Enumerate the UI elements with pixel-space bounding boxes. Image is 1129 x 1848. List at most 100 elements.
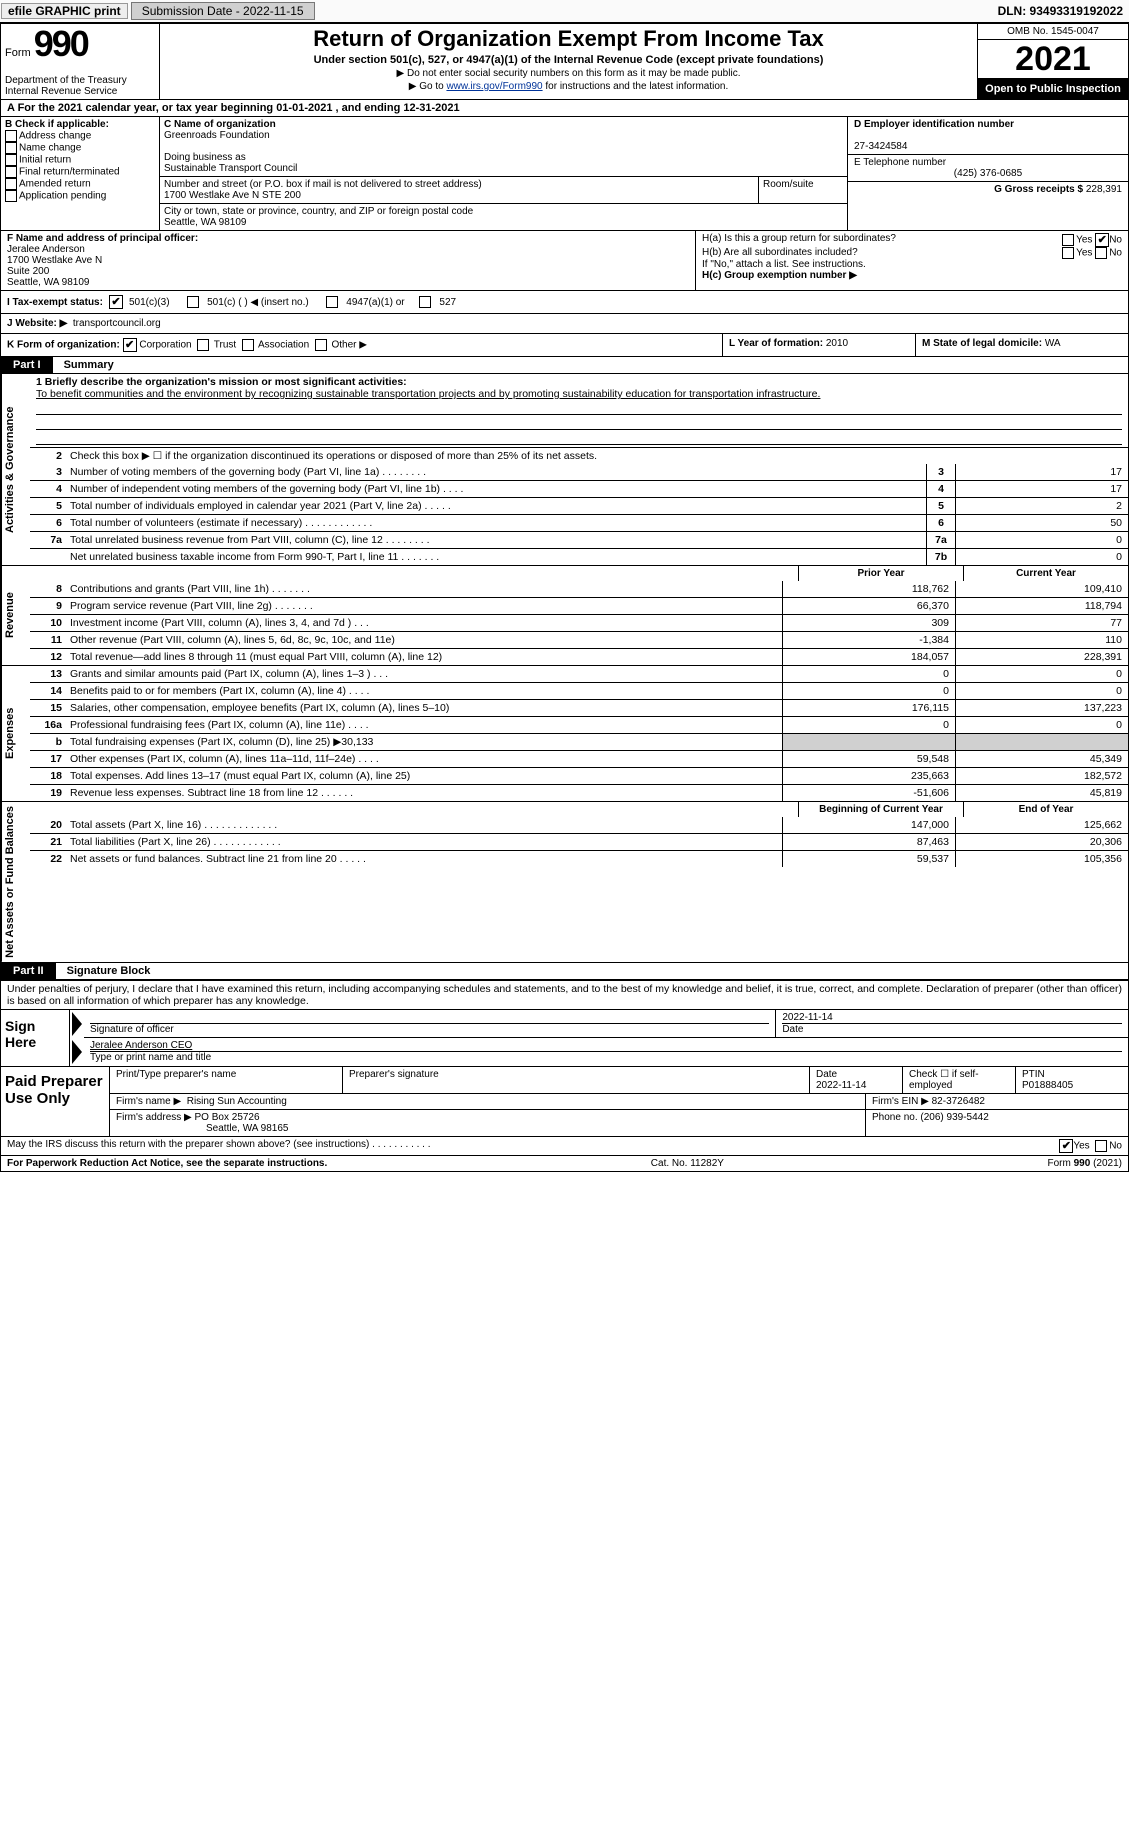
form-header: Form 990 Department of the Treasury Inte… — [1, 24, 1128, 100]
hb-no[interactable] — [1095, 247, 1107, 259]
line-num: 17 — [30, 751, 66, 767]
ha-yes[interactable] — [1062, 234, 1074, 246]
chk-address-change[interactable] — [5, 130, 17, 142]
b-label: B Check if applicable: — [5, 119, 155, 130]
prior-year-value: 66,370 — [782, 598, 955, 614]
row-j-website: J Website: ▶ transportcouncil.org — [1, 314, 1128, 334]
line-text: Net assets or fund balances. Subtract li… — [66, 851, 782, 867]
summary-row: 14Benefits paid to or for members (Part … — [30, 682, 1128, 699]
current-year-value: 0 — [955, 717, 1128, 733]
row-klm: K Form of organization: ✔ Corporation Tr… — [1, 334, 1128, 357]
chk-trust[interactable] — [197, 339, 209, 351]
vlabel-expenses: Expenses — [1, 666, 30, 801]
line-box: 4 — [926, 481, 955, 497]
end-year-header: End of Year — [963, 802, 1128, 817]
current-year-value: 109,410 — [955, 581, 1128, 597]
discuss-yes-checked[interactable]: ✔ — [1059, 1139, 1073, 1153]
chk-501c3-checked[interactable]: ✔ — [109, 295, 123, 309]
omb-number: OMB No. 1545-0047 — [978, 24, 1128, 40]
hb-yes[interactable] — [1062, 247, 1074, 259]
b-item-3: Final return/terminated — [19, 167, 120, 178]
chk-initial-return[interactable] — [5, 154, 17, 166]
discuss-no[interactable] — [1095, 1140, 1107, 1152]
open-to-public: Open to Public Inspection — [978, 79, 1128, 99]
current-year-value: 118,794 — [955, 598, 1128, 614]
b-item-4: Amended return — [19, 179, 91, 190]
firm-name-label: Firm's name ▶ — [116, 1096, 181, 1107]
line-value: 17 — [955, 464, 1128, 480]
submission-date-button[interactable]: Submission Date - 2022-11-15 — [131, 2, 315, 20]
line-text: Other revenue (Part VIII, column (A), li… — [66, 632, 782, 648]
vlabel-revenue: Revenue — [1, 566, 30, 665]
part-1-label: Part I — [1, 357, 53, 373]
arrow-icon-2 — [72, 1040, 82, 1064]
l-label: L Year of formation: — [729, 338, 823, 349]
chk-527[interactable] — [419, 296, 431, 308]
chk-application-pending[interactable] — [5, 190, 17, 202]
h-note: If "No," attach a list. See instructions… — [702, 259, 1122, 270]
summary-row: 21Total liabilities (Part X, line 26) . … — [30, 833, 1128, 850]
officer-addr1: 1700 Westlake Ave N — [7, 255, 689, 266]
chk-501c[interactable] — [187, 296, 199, 308]
prior-year-value — [782, 734, 955, 750]
k-label: K Form of organization: — [7, 340, 120, 351]
prior-year-value: 0 — [782, 666, 955, 682]
preparer-name-header: Print/Type preparer's name — [110, 1067, 343, 1093]
opt-501c3: 501(c)(3) — [129, 297, 170, 308]
firm-ein-value: 82-3726482 — [932, 1096, 985, 1107]
chk-amended-return[interactable] — [5, 178, 17, 190]
addr-value: 1700 Westlake Ave N STE 200 — [164, 190, 754, 201]
f-label: F Name and address of principal officer: — [7, 233, 689, 244]
prior-year-value: 87,463 — [782, 834, 955, 850]
ha-no-checked[interactable]: ✔ — [1095, 233, 1109, 247]
chk-final-return[interactable] — [5, 166, 17, 178]
g-label: G Gross receipts $ — [994, 184, 1083, 195]
line-text: Revenue less expenses. Subtract line 18 … — [66, 785, 782, 801]
dln-label: DLN: 93493319192022 — [998, 4, 1129, 18]
section-b-checkboxes: B Check if applicable: Address change Na… — [1, 117, 160, 230]
line-text: Number of voting members of the governin… — [66, 464, 926, 480]
line-box: 7a — [926, 532, 955, 548]
current-year-value: 110 — [955, 632, 1128, 648]
summary-row: 6Total number of volunteers (estimate if… — [30, 514, 1128, 531]
chk-4947[interactable] — [326, 296, 338, 308]
form-note-2: ▶ Go to www.irs.gov/Form990 for instruct… — [164, 81, 973, 92]
blank-header-cell-2 — [30, 802, 798, 817]
current-year-value: 20,306 — [955, 834, 1128, 850]
summary-row: 7aTotal unrelated business revenue from … — [30, 531, 1128, 548]
chk-association[interactable] — [242, 339, 254, 351]
chk-name-change[interactable] — [5, 142, 17, 154]
current-year-header: Current Year — [963, 566, 1128, 581]
form-container: Form 990 Department of the Treasury Inte… — [0, 23, 1129, 1172]
line-num: 18 — [30, 768, 66, 784]
line-num: 4 — [30, 481, 66, 497]
line-box: 5 — [926, 498, 955, 514]
line-value: 0 — [955, 549, 1128, 565]
line-num: 14 — [30, 683, 66, 699]
opt-trust: Trust — [214, 340, 236, 351]
part-1-title: Summary — [56, 357, 122, 373]
blank-header-cell — [30, 566, 798, 581]
summary-row: 16aProfessional fundraising fees (Part I… — [30, 716, 1128, 733]
row-a-tax-year: A For the 2021 calendar year, or tax yea… — [1, 100, 1128, 117]
b-item-1: Name change — [19, 143, 81, 154]
paid-date-value: 2022-11-14 — [816, 1080, 896, 1091]
current-year-value: 125,662 — [955, 817, 1128, 833]
line-num: 21 — [30, 834, 66, 850]
chk-corporation-checked[interactable]: ✔ — [123, 338, 137, 352]
line-text: Number of independent voting members of … — [66, 481, 926, 497]
instructions-link[interactable]: www.irs.gov/Form990 — [446, 81, 542, 92]
preparer-sig-header: Preparer's signature — [343, 1067, 810, 1093]
summary-row: 18Total expenses. Add lines 13–17 (must … — [30, 767, 1128, 784]
summary-row: 3Number of voting members of the governi… — [30, 464, 1128, 480]
ptin-value: P01888405 — [1022, 1080, 1122, 1091]
prior-year-value: 176,115 — [782, 700, 955, 716]
officer-addr3: Seattle, WA 98109 — [7, 277, 689, 288]
current-year-value: 228,391 — [955, 649, 1128, 665]
chk-other[interactable] — [315, 339, 327, 351]
footer-form-num: 990 — [1074, 1158, 1091, 1169]
b-item-0: Address change — [19, 131, 91, 142]
ptin-label: PTIN — [1022, 1069, 1122, 1080]
current-year-value: 45,819 — [955, 785, 1128, 801]
part-2-header: Part II Signature Block — [1, 962, 1128, 980]
